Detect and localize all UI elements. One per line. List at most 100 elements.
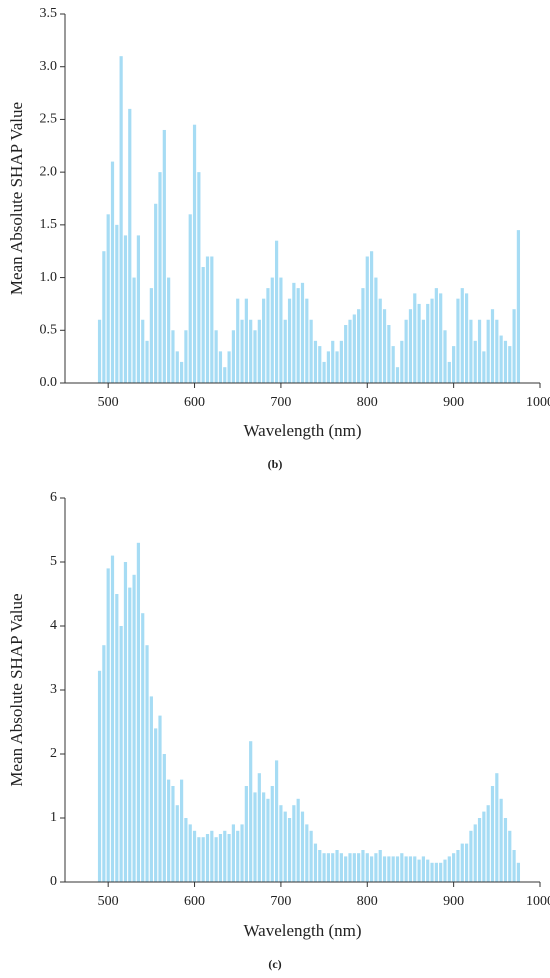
bar xyxy=(365,853,369,882)
bar xyxy=(357,853,361,882)
bar xyxy=(287,298,292,383)
bar xyxy=(456,298,460,383)
bar xyxy=(262,298,266,383)
bar xyxy=(413,293,417,383)
y-tick-label: 0.0 xyxy=(40,375,58,390)
bar xyxy=(218,834,223,882)
bar xyxy=(223,367,227,383)
bar xyxy=(136,542,141,882)
bar xyxy=(262,792,266,882)
bar xyxy=(270,786,274,882)
bar xyxy=(382,309,387,383)
bar xyxy=(460,288,464,383)
bar xyxy=(214,837,218,882)
bar xyxy=(348,319,352,383)
bar xyxy=(244,298,248,383)
bar xyxy=(188,214,192,383)
bar xyxy=(145,645,149,882)
bar xyxy=(274,240,279,383)
bar xyxy=(141,613,145,882)
bar xyxy=(184,818,188,882)
y-tick-label: 3.0 xyxy=(40,59,58,74)
bar xyxy=(447,361,451,383)
bar xyxy=(361,288,365,383)
y-tick-label: 1 xyxy=(50,810,57,825)
bar xyxy=(192,124,197,383)
bar xyxy=(123,562,128,882)
bar xyxy=(322,361,326,383)
bar xyxy=(171,330,175,383)
bar xyxy=(486,319,490,383)
bar xyxy=(443,859,447,882)
x-tick-label: 500 xyxy=(98,395,119,410)
bar xyxy=(352,314,356,383)
bar xyxy=(400,340,404,383)
bar xyxy=(188,824,192,882)
bar xyxy=(175,805,179,882)
bar xyxy=(106,568,110,882)
bar xyxy=(171,786,175,882)
bar xyxy=(184,330,188,383)
x-tick-label: 600 xyxy=(184,395,205,410)
bar xyxy=(128,108,132,383)
bar xyxy=(236,830,240,882)
bar xyxy=(508,346,512,383)
bar xyxy=(460,843,464,882)
bar xyxy=(408,856,413,882)
bar xyxy=(464,293,469,383)
bar xyxy=(227,351,231,383)
x-tick-label: 1000 xyxy=(526,894,550,909)
x-axis-title: Wavelength (nm) xyxy=(243,421,361,440)
bar xyxy=(439,862,443,882)
bar xyxy=(464,843,469,882)
bar xyxy=(158,172,162,383)
y-tick-label: 4 xyxy=(50,618,57,633)
bar xyxy=(270,277,274,383)
y-tick-label: 0.5 xyxy=(40,323,58,338)
bar xyxy=(369,251,374,383)
bar xyxy=(452,853,456,882)
bar xyxy=(128,587,132,882)
bar xyxy=(503,340,508,383)
bar xyxy=(374,277,378,383)
bar xyxy=(154,203,158,383)
bar xyxy=(136,235,141,383)
bar xyxy=(499,798,503,882)
bar xyxy=(102,645,106,882)
bar xyxy=(292,805,296,882)
y-tick-label: 2 xyxy=(50,746,57,761)
x-tick-label: 900 xyxy=(443,395,464,410)
bar xyxy=(495,773,499,882)
bar xyxy=(305,824,309,882)
bar xyxy=(382,856,387,882)
y-axis-title: Mean Absolute SHAP Value xyxy=(7,593,26,786)
bar xyxy=(490,786,495,882)
bar xyxy=(391,346,395,383)
bar xyxy=(344,325,348,383)
bar xyxy=(417,303,421,383)
bar xyxy=(110,161,115,383)
bar xyxy=(218,351,223,383)
bar xyxy=(300,811,305,882)
bar xyxy=(162,754,166,882)
bar xyxy=(400,853,404,882)
bar xyxy=(404,856,408,882)
bar xyxy=(287,818,292,882)
bar xyxy=(205,834,210,882)
bar xyxy=(322,853,326,882)
bar xyxy=(266,288,270,383)
bar xyxy=(201,267,205,383)
bar xyxy=(369,856,374,882)
bar xyxy=(179,361,184,383)
y-tick-label: 6 xyxy=(50,490,57,505)
bar xyxy=(240,319,244,383)
bar xyxy=(210,256,214,383)
bar xyxy=(309,319,313,383)
bar xyxy=(231,824,236,882)
bar xyxy=(296,798,300,882)
bar xyxy=(335,850,339,882)
bar xyxy=(154,728,158,882)
bar xyxy=(335,351,339,383)
bar xyxy=(309,830,313,882)
